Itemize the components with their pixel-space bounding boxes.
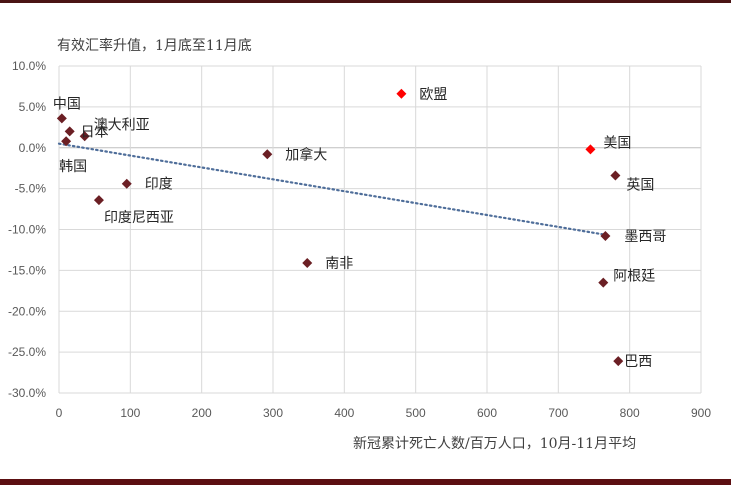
data-point-marker bbox=[262, 149, 273, 160]
trendline bbox=[57, 142, 610, 237]
x-tick-label: 100 bbox=[120, 406, 140, 420]
top-border bbox=[0, 0, 731, 3]
data-point-marker bbox=[396, 88, 407, 99]
point-label: 韩国 bbox=[59, 159, 87, 175]
y-tick-label: -5.0% bbox=[15, 182, 47, 196]
gridlines bbox=[58, 65, 702, 394]
x-tick-label: 800 bbox=[620, 406, 640, 420]
y-tick-label: -10.0% bbox=[8, 223, 46, 237]
data-point-marker bbox=[600, 231, 611, 242]
x-tick-label: 0 bbox=[56, 406, 63, 420]
x-tick-label: 300 bbox=[263, 406, 283, 420]
point-label: 南非 bbox=[325, 256, 353, 272]
y-tick-label: 0.0% bbox=[19, 141, 47, 155]
data-point-marker bbox=[302, 258, 313, 269]
point-label: 澳大利亚 bbox=[94, 117, 150, 133]
data-point-marker bbox=[61, 136, 72, 147]
data-point-marker bbox=[610, 170, 621, 181]
x-axis-ticks: 0 100 200 300 400 500 600 700 800 900 bbox=[56, 406, 712, 420]
point-label: 阿根廷 bbox=[613, 269, 655, 285]
data-point-marker bbox=[79, 131, 90, 142]
y-axis-ticks: 10.0% 5.0% 0.0% -5.0% -10.0% -15.0% -20.0% -25.… bbox=[8, 59, 46, 400]
bottom-border bbox=[0, 479, 731, 485]
y-tick-label: -20.0% bbox=[8, 304, 46, 318]
y-tick-label: -25.0% bbox=[8, 345, 46, 359]
point-label: 欧盟 bbox=[419, 87, 447, 103]
x-axis-label: 新冠累计死亡人数/百万人口，10月-11月平均 bbox=[353, 436, 636, 452]
x-tick-label: 600 bbox=[477, 406, 497, 420]
data-point-marker bbox=[64, 126, 75, 137]
point-label: 墨西哥 bbox=[624, 229, 666, 245]
data-point-marker bbox=[613, 356, 624, 367]
point-label: 巴西 bbox=[624, 354, 652, 370]
x-tick-label: 500 bbox=[406, 406, 426, 420]
data-point-marker bbox=[598, 277, 609, 288]
y-tick-label: 5.0% bbox=[19, 100, 47, 114]
data-point-marker bbox=[585, 144, 596, 155]
point-label: 加拿大 bbox=[285, 146, 327, 163]
data-points bbox=[56, 88, 624, 367]
data-point-marker bbox=[93, 195, 104, 206]
x-tick-label: 900 bbox=[691, 406, 711, 420]
data-point-marker bbox=[121, 178, 132, 189]
chart-title: 有效汇率升值，1月底至11月底 bbox=[57, 37, 252, 54]
y-tick-label: 10.0% bbox=[12, 59, 46, 73]
point-label: 日本 bbox=[81, 124, 109, 140]
x-tick-label: 700 bbox=[548, 406, 568, 420]
point-label: 印度尼西亚 bbox=[104, 210, 174, 226]
data-point-marker bbox=[56, 113, 67, 124]
x-tick-label: 200 bbox=[192, 406, 212, 420]
point-label: 中国 bbox=[53, 96, 81, 112]
point-label: 美国 bbox=[603, 135, 631, 151]
point-label: 英国 bbox=[626, 177, 654, 194]
y-tick-label: -30.0% bbox=[8, 386, 46, 400]
point-label: 印度 bbox=[145, 177, 173, 193]
x-tick-label: 400 bbox=[334, 406, 354, 420]
y-tick-label: -15.0% bbox=[8, 263, 46, 277]
